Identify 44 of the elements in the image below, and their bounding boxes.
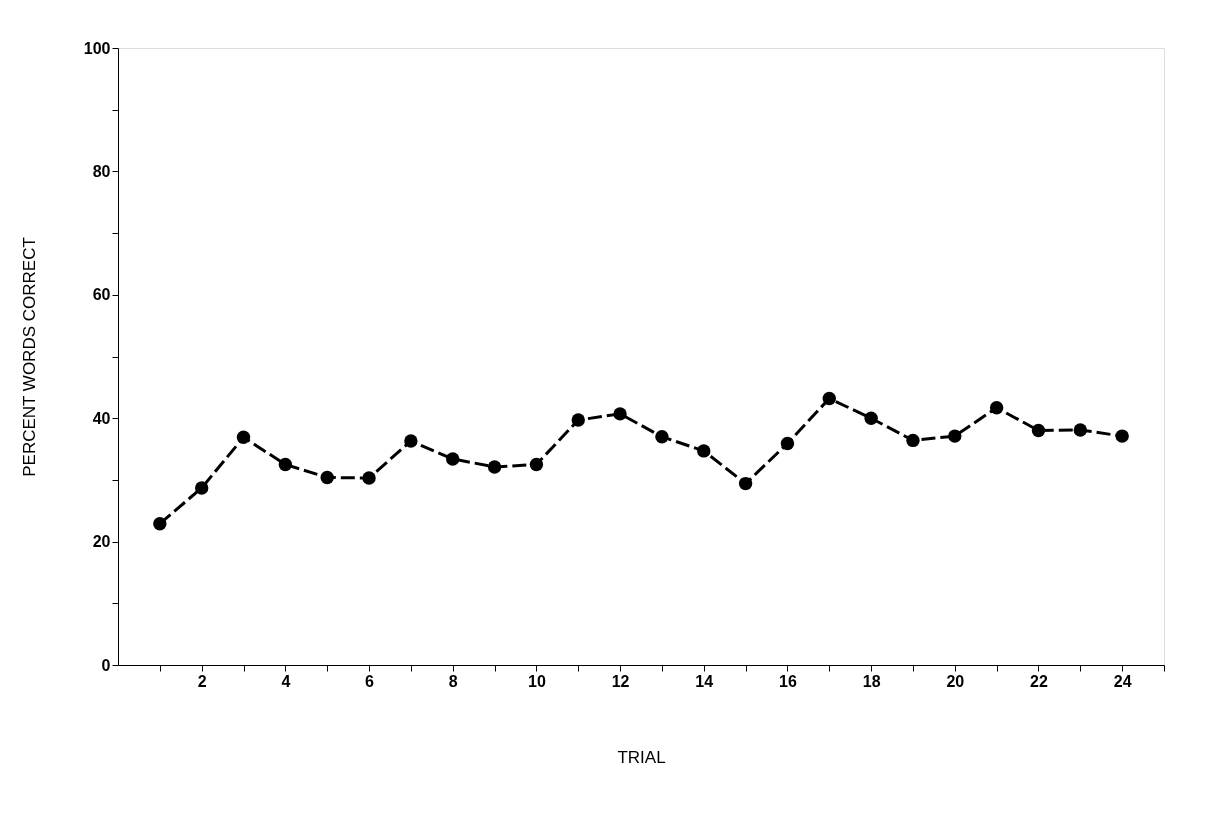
y-tick-label: 20 bbox=[92, 533, 111, 551]
x-tick-label: 2 bbox=[197, 672, 207, 690]
point bbox=[236, 430, 251, 445]
point bbox=[153, 517, 167, 531]
point bbox=[655, 430, 669, 444]
point bbox=[1115, 429, 1129, 443]
point bbox=[822, 391, 836, 406]
x-tick-label: 4 bbox=[281, 672, 291, 690]
y-tick-label: 80 bbox=[92, 162, 111, 180]
y-tick-label: 60 bbox=[92, 286, 111, 304]
point bbox=[487, 460, 502, 474]
point bbox=[278, 457, 293, 472]
x-tick-label: 20 bbox=[946, 672, 965, 690]
y-tick-label: 100 bbox=[83, 39, 111, 57]
point bbox=[446, 452, 460, 466]
point bbox=[738, 476, 753, 491]
point bbox=[320, 470, 334, 485]
point bbox=[613, 407, 627, 421]
y-axis-title: PERCENT WORDS CORRECT bbox=[19, 237, 39, 477]
x-tick-label: 16 bbox=[779, 672, 797, 690]
point bbox=[194, 481, 209, 495]
x-tick-label: 10 bbox=[528, 672, 546, 690]
point bbox=[906, 433, 920, 448]
x-tick-label: 14 bbox=[695, 672, 714, 690]
point bbox=[571, 413, 585, 427]
x-tick-label: 18 bbox=[862, 672, 881, 690]
x-axis-title: TRIAL bbox=[617, 747, 666, 767]
point bbox=[1031, 423, 1046, 438]
point bbox=[362, 471, 376, 485]
point bbox=[697, 444, 711, 458]
x-tick-label: 22 bbox=[1030, 672, 1048, 690]
y-tick-label: 40 bbox=[92, 409, 111, 427]
x-tick-label: 12 bbox=[611, 672, 630, 690]
y-tick-label: 0 bbox=[101, 656, 111, 674]
point bbox=[780, 436, 795, 451]
point bbox=[989, 401, 1004, 415]
point bbox=[864, 411, 878, 425]
x-tick-label: 24 bbox=[1113, 672, 1132, 690]
point bbox=[529, 457, 544, 472]
point bbox=[948, 429, 962, 443]
point bbox=[1073, 423, 1088, 437]
x-tick-label: 8 bbox=[448, 672, 458, 690]
x-tick-label: 6 bbox=[365, 672, 375, 690]
point bbox=[404, 434, 418, 448]
